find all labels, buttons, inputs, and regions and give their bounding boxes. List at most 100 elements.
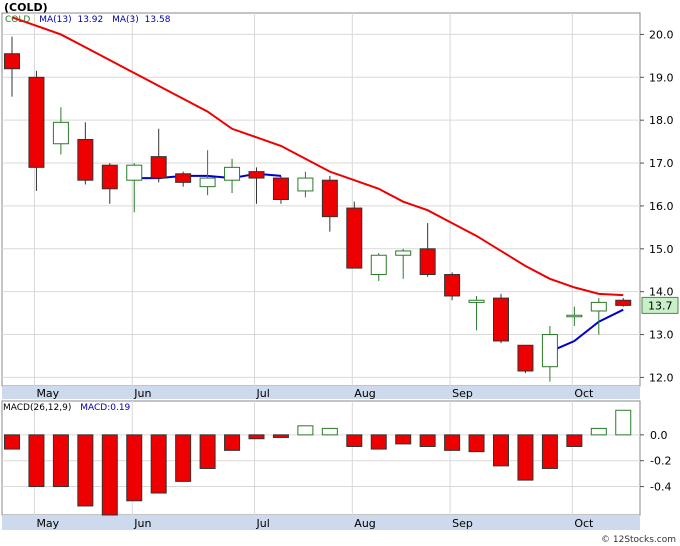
price-tick-label: 13.0	[649, 329, 674, 342]
candle	[77, 122, 94, 185]
price-tick-label: 18.0	[649, 114, 674, 127]
candle-body	[4, 53, 20, 70]
copyright-text: © 12Stocks.com	[601, 535, 676, 545]
candle-body	[566, 314, 583, 318]
macd-tick-label: 0.0	[650, 429, 668, 442]
candle-body	[346, 207, 363, 269]
candle-body	[224, 166, 241, 181]
price-tick-label: 19.0	[649, 71, 674, 84]
candle	[101, 163, 118, 204]
candle-body	[77, 138, 94, 181]
legend-symbol: COLD	[5, 15, 31, 25]
last-price-tag-box	[641, 296, 679, 314]
macd-bar	[150, 434, 167, 494]
candle	[126, 163, 143, 213]
macd-bar	[199, 434, 216, 469]
candle-body	[272, 177, 289, 200]
candle-body	[395, 250, 412, 256]
candle-body	[297, 177, 314, 192]
candle-body	[150, 156, 167, 179]
candle	[175, 171, 192, 187]
price-tick-label: 17.0	[649, 157, 674, 170]
legend-ma13-label: MA(13)	[39, 15, 72, 25]
macd-bar	[615, 409, 632, 436]
candle	[395, 248, 412, 279]
macd-date-band	[2, 515, 640, 530]
macd-bar	[248, 434, 265, 440]
candle-body	[419, 248, 436, 276]
candle	[4, 36, 20, 97]
macd-bar	[321, 427, 338, 436]
macd-bar	[272, 434, 289, 438]
candle-body	[541, 334, 558, 368]
macd-bar	[566, 434, 583, 447]
candle	[615, 298, 632, 307]
candle	[52, 107, 69, 155]
candle-body	[321, 179, 338, 218]
price-month-label: Jun	[133, 387, 151, 400]
price-month-label: Sep	[452, 387, 473, 400]
macd-panel: May Jun Jul Aug Sep Oct 0.0 -0.2 -0.4	[1, 400, 671, 530]
candle-body	[28, 76, 45, 168]
macd-month-label: May	[36, 517, 59, 530]
candle	[297, 171, 314, 198]
last-price-tag: 13.7	[648, 299, 673, 312]
candle-body	[444, 274, 461, 297]
candle	[346, 201, 363, 269]
candle	[590, 298, 607, 335]
candle	[493, 293, 509, 344]
candle	[468, 295, 485, 331]
ma-line-ma-13-	[11, 16, 624, 297]
macd-month-label: Jul	[256, 517, 270, 530]
candle-body	[101, 164, 118, 190]
macd-legend: MACD(26,12,9) MACD:0.19	[3, 403, 136, 413]
macd-value-label: MACD:0.19	[80, 403, 131, 413]
candle	[444, 272, 461, 301]
candle-body	[517, 344, 534, 372]
price-date-band	[2, 386, 640, 399]
candle	[28, 70, 45, 191]
macd-bar	[590, 427, 607, 436]
candle	[517, 344, 534, 374]
chart-title: (COLD)	[4, 1, 48, 14]
ma-line-ma-3-late	[549, 308, 624, 353]
macd-bar	[517, 434, 534, 481]
macd-month-label: Sep	[452, 517, 473, 530]
macd-month-label: Jun	[133, 517, 151, 530]
legend-ma3-label: MA(3)	[112, 15, 139, 25]
macd-bar	[28, 434, 45, 488]
macd-label: MACD(26,12,9)	[3, 403, 72, 413]
candle	[199, 150, 216, 196]
macd-bar	[541, 434, 558, 469]
macd-bar	[4, 434, 20, 450]
candle	[248, 167, 265, 204]
macd-bar	[101, 434, 118, 516]
macd-month-label: Aug	[354, 517, 375, 530]
macd-bar	[346, 434, 363, 447]
candle-body	[126, 164, 143, 181]
candle	[321, 175, 338, 232]
macd-bar	[370, 434, 387, 450]
candle-body	[370, 254, 387, 276]
candle	[370, 253, 387, 281]
candle	[150, 128, 167, 183]
candle-body	[248, 171, 265, 179]
macd-bar	[395, 434, 412, 445]
candle-body	[590, 301, 607, 312]
macd-bar	[468, 434, 485, 453]
price-frame	[1, 12, 641, 387]
macd-bar	[444, 434, 461, 451]
price-panel: 20.0 19.0 18.0 17.0 16.0 15.0 14.0 13.0 12.0 May J…	[1, 12, 679, 400]
macd-bar	[175, 434, 192, 482]
price-month-label: Jul	[256, 387, 270, 400]
candle-body	[468, 299, 485, 303]
macd-bar	[77, 434, 94, 507]
candle-body	[52, 121, 69, 145]
macd-tick-label: -0.2	[650, 455, 671, 468]
candle	[419, 223, 436, 277]
macd-month-label: Oct	[574, 517, 594, 530]
candle	[272, 175, 289, 204]
candle	[566, 306, 583, 326]
price-tick-label: 15.0	[649, 243, 674, 256]
price-tick-label: 12.0	[649, 371, 674, 384]
